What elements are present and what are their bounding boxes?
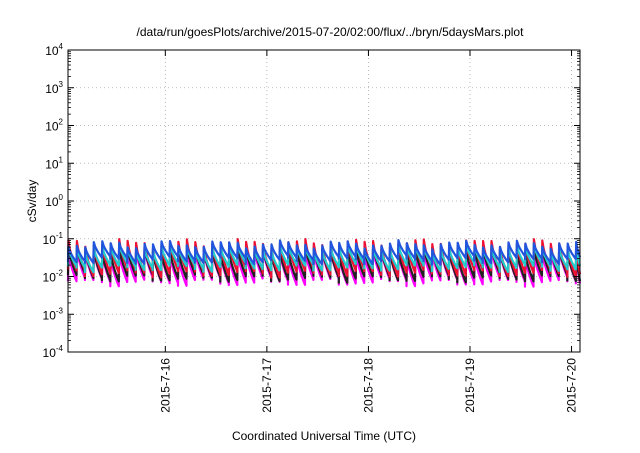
y-tick-label: 102 xyxy=(45,118,63,134)
grid-lines xyxy=(68,50,580,352)
y-tick-label: 10-1 xyxy=(43,231,64,247)
y-tick-label: 104 xyxy=(45,42,63,58)
series-line xyxy=(66,242,582,274)
x-tick-label: 2015-7-19 xyxy=(463,358,477,413)
y-tick-label: 10-4 xyxy=(43,344,64,360)
y-tick-label: 10-2 xyxy=(43,269,64,285)
plot-frame xyxy=(67,49,581,353)
x-axis-label: Coordinated Universal Time (UTC) xyxy=(232,429,416,443)
chart-title: /data/run/goesPlots/archive/2015-07-20/0… xyxy=(137,25,525,39)
series-lines xyxy=(66,238,582,288)
x-tick-label: 2015-7-16 xyxy=(158,358,172,413)
x-tick-labels: 2015-7-16 2015-7-17 2015-7-18 2015-7-19 2015… xyxy=(158,358,578,413)
y-tick-label: 100 xyxy=(45,193,63,209)
x-tick-label: 2015-7-18 xyxy=(361,358,375,413)
y-axis-label: cSv/day xyxy=(25,180,39,223)
y-tick-label: 101 xyxy=(45,155,63,171)
series-line xyxy=(66,239,582,266)
x-tick-label: 2015-7-17 xyxy=(260,358,274,413)
y-tick-label: 10-3 xyxy=(43,306,64,322)
y-tick-labels: 10-4 10-3 10-2 10-1 100 101 102 103 104 xyxy=(43,42,64,360)
y-tick-label: 103 xyxy=(45,80,63,96)
x-tick-label: 2015-7-20 xyxy=(565,358,579,413)
